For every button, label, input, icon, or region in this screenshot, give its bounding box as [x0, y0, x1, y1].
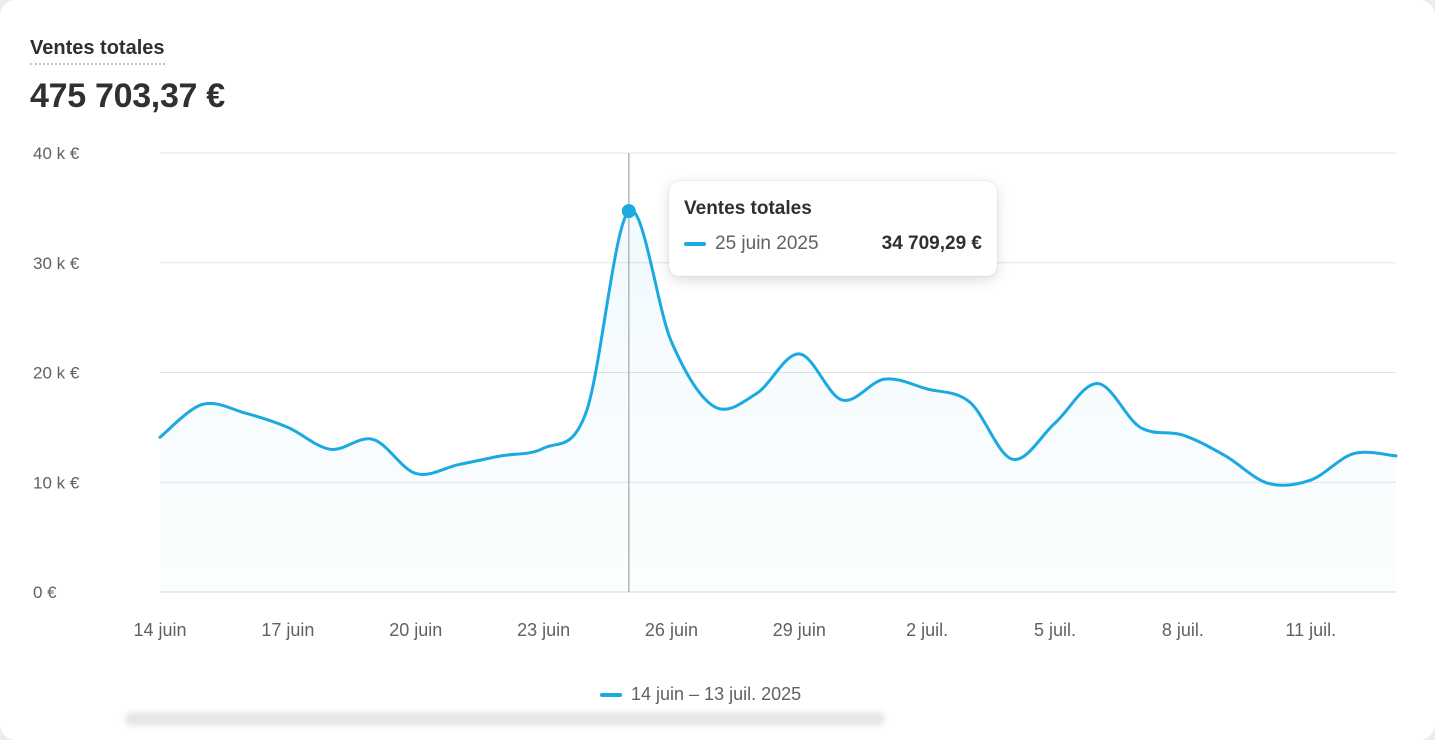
x-tick-label: 5 juil. [1034, 620, 1076, 640]
y-tick-label: 40 k € [33, 144, 80, 163]
x-tick-label: 29 juin [773, 620, 826, 640]
y-tick-label: 20 k € [33, 364, 80, 383]
x-tick-label: 20 juin [389, 620, 442, 640]
y-tick-label: 0 € [33, 583, 57, 602]
tooltip-value: 34 709,29 € [881, 233, 982, 254]
x-axis: 14 juin 17 juin 20 juin 23 juin 26 juin 29 ju… [133, 620, 1336, 640]
series-area [160, 210, 1396, 592]
data-point[interactable] [1350, 451, 1356, 457]
sales-line-chart[interactable]: 0 € 10 k € 20 k € 30 k € 40 k € 14 juin 17 ju… [0, 0, 1435, 725]
data-point[interactable] [1393, 453, 1399, 459]
data-point[interactable] [583, 409, 589, 415]
data-point[interactable] [1223, 453, 1229, 459]
data-point[interactable] [370, 436, 376, 442]
series-line [158, 208, 1398, 487]
data-point[interactable] [796, 351, 802, 357]
data-point[interactable] [668, 339, 674, 345]
metric-title[interactable]: Ventes totales [30, 37, 165, 65]
x-tick-label: 11 juil. [1285, 620, 1336, 640]
data-point[interactable] [541, 445, 547, 451]
data-point[interactable] [200, 401, 206, 407]
data-point[interactable] [1265, 480, 1271, 486]
y-tick-label: 10 k € [33, 473, 80, 492]
data-point[interactable] [498, 453, 504, 459]
data-point[interactable] [967, 399, 973, 405]
data-point[interactable] [1095, 380, 1101, 386]
legend-series-swatch [600, 692, 622, 697]
data-point[interactable] [882, 376, 888, 382]
chart-legend[interactable]: 14 juin – 13 juil. 2025 [600, 684, 801, 705]
y-axis: 0 € 10 k € 20 k € 30 k € 40 k € [33, 144, 80, 602]
x-tick-label: 23 juin [517, 620, 570, 640]
data-point[interactable] [455, 462, 461, 468]
tooltip-date: 25 juin 2025 [715, 233, 819, 254]
data-point[interactable] [327, 446, 333, 452]
data-point[interactable] [1009, 456, 1015, 462]
data-point[interactable] [1137, 424, 1143, 430]
x-tick-label: 8 juil. [1162, 620, 1204, 640]
tooltip-title: Ventes totales [684, 198, 812, 219]
data-point[interactable] [1052, 420, 1058, 426]
x-tick-label: 17 juin [261, 620, 314, 640]
x-tick-label: 2 juil. [906, 620, 948, 640]
data-point[interactable] [711, 404, 717, 410]
tooltip-series-swatch [684, 242, 706, 246]
metric-total-value: 475 703,37 € [30, 77, 225, 115]
y-tick-label: 30 k € [33, 254, 80, 273]
data-point[interactable] [285, 424, 291, 430]
chart-tooltip: Ventes totales 25 juin 2025 34 709,29 € [669, 181, 997, 276]
data-point[interactable] [839, 397, 845, 403]
tooltip-row: 25 juin 2025 34 709,29 € [684, 233, 982, 255]
data-point[interactable] [924, 386, 930, 392]
card-shadow [125, 712, 885, 726]
data-point[interactable] [1180, 432, 1186, 438]
data-point[interactable] [754, 390, 760, 396]
highlight-point[interactable] [621, 204, 636, 219]
x-tick-label: 14 juin [133, 620, 186, 640]
data-point[interactable] [242, 410, 248, 416]
data-point[interactable] [1308, 477, 1314, 483]
data-point[interactable] [157, 434, 163, 440]
data-point[interactable] [413, 470, 419, 476]
legend-label: 14 juin – 13 juil. 2025 [631, 684, 802, 704]
x-tick-label: 26 juin [645, 620, 698, 640]
